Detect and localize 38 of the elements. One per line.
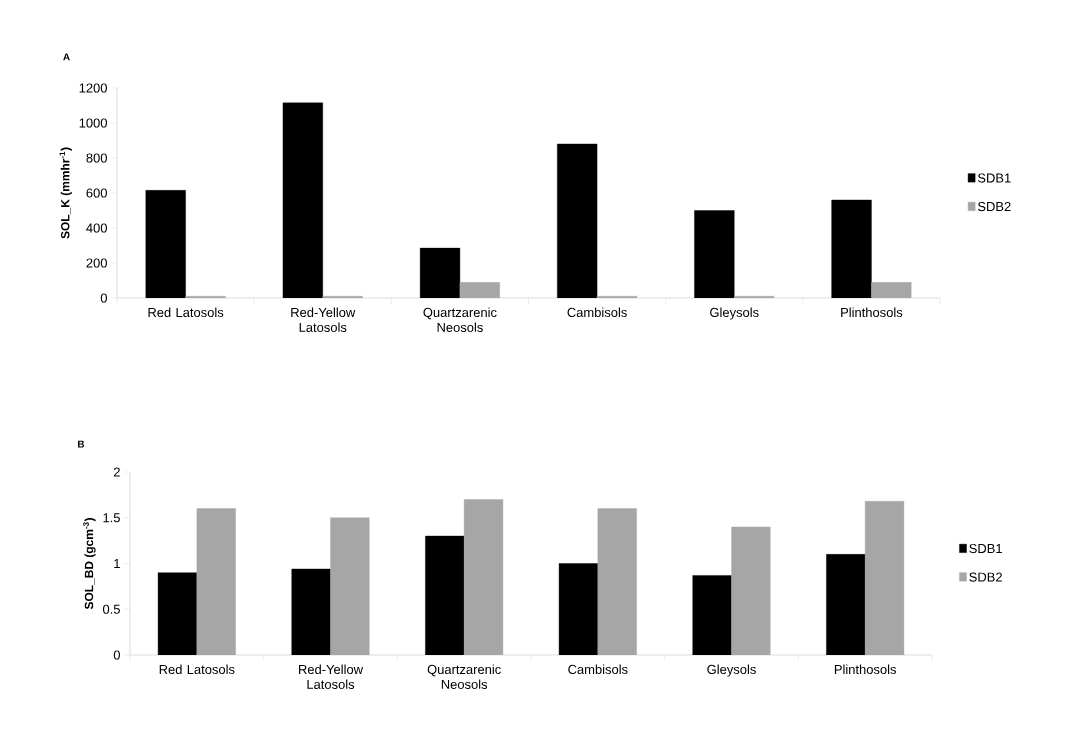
x-tick-label: Quartzarenic Neosols [423, 307, 497, 332]
y-tick-label: 2 [113, 467, 120, 477]
legend-label: SDB1 [969, 543, 1002, 554]
y-tick-label: 0 [100, 293, 107, 303]
x-tick-label: Gleysols [710, 307, 759, 320]
y-tick-label: 1 [114, 559, 120, 568]
y-tick-label: 400 [86, 223, 107, 233]
x-tick-label: Quartzarenic Neosols [427, 664, 501, 689]
x-tick-label: Gleysols [707, 664, 756, 677]
y-axis-title: SOL_BD (gcm$^{-3}$) [83, 518, 96, 610]
legend-label: SDB2 [977, 201, 1011, 212]
y-tick-label: 1000 [79, 118, 107, 128]
chart-title: B [78, 440, 85, 448]
y-tick-label: 0.5 [102, 604, 120, 614]
y-tick-label: 0 [113, 650, 120, 660]
legend-label: SDB1 [977, 173, 1011, 183]
legend-label: SDB2 [969, 572, 1002, 582]
bar [419, 247, 461, 298]
x-tick-label: Plinthosols [841, 307, 903, 318]
bar [557, 143, 598, 298]
x-tick-label: Red Latosols [148, 307, 224, 318]
y-tick-label: 200 [86, 258, 107, 268]
bar [831, 199, 872, 298]
chart-title: A [63, 53, 70, 61]
x-tick-label: Cambisols [568, 664, 628, 675]
y-tick-label: 1.5 [103, 513, 120, 523]
bar [694, 210, 735, 298]
y-tick-label: 800 [86, 153, 107, 163]
y-tick-label: 1200 [79, 83, 107, 93]
x-tick-label: Plinthosols [834, 664, 897, 675]
x-tick-label: Cambisols [567, 307, 627, 318]
y-axis-title: SOL_K (mmhr$^{-1}$) [59, 147, 72, 239]
x-tick-label: Red Latosols [159, 664, 235, 675]
bar [282, 102, 323, 298]
bar [145, 190, 186, 298]
x-tick-label: Red-Yellow Latosols [299, 664, 364, 689]
y-tick-label: 600 [86, 188, 107, 198]
x-tick-label: Red-Yellow Latosols [291, 307, 356, 332]
